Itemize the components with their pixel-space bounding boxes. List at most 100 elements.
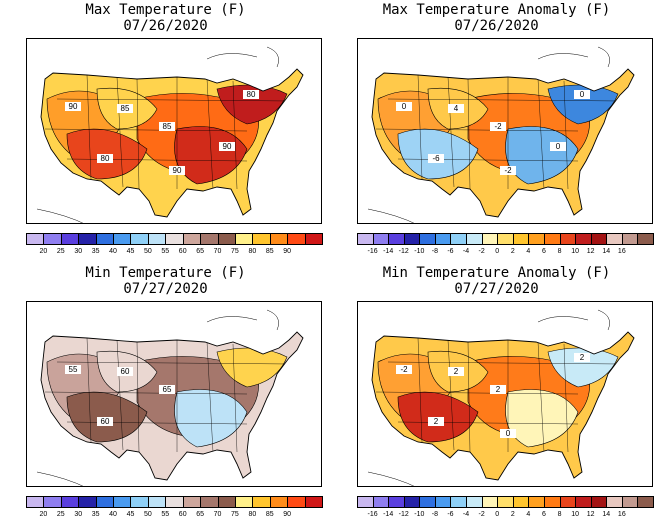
- color-swatch: [434, 233, 452, 245]
- contour-label: 85: [121, 104, 130, 113]
- state-border: [136, 78, 140, 190]
- color-swatch: [372, 233, 390, 245]
- contour-label-box: [574, 353, 590, 362]
- state-border: [375, 391, 579, 395]
- contour-label: 2: [434, 417, 439, 426]
- tick-label: -8: [431, 511, 439, 518]
- color-swatch: [512, 233, 530, 245]
- color-swatch: [165, 496, 184, 508]
- color-swatch: [403, 233, 421, 245]
- tick-label: 4: [526, 248, 531, 255]
- tick-label: 45: [126, 248, 135, 255]
- color-swatch: [43, 233, 62, 245]
- color-swatch: [113, 233, 132, 245]
- tick-label: 40: [109, 248, 117, 255]
- panel-title: Min Temperature Anomaly (F): [382, 265, 611, 281]
- contour-label-box: [396, 365, 412, 374]
- tick-label: 75: [231, 248, 239, 255]
- map-svg: 55 60 65 60: [36, 309, 304, 486]
- state-border: [387, 361, 621, 365]
- tick-label: 90: [283, 511, 292, 518]
- tick-label: 2: [510, 248, 515, 255]
- contour-label: 85: [163, 122, 172, 131]
- state-border: [467, 341, 471, 453]
- state-border: [116, 339, 124, 451]
- tick-label: 12: [586, 248, 595, 255]
- color-bar-ticks: -16 -14 -12 -10 -8 -6 -4 -2 0 2 4 6 8 10 12 14 16: [357, 248, 653, 260]
- neighbor-outline: [36, 309, 279, 486]
- state-border: [537, 341, 545, 453]
- contour-label: 90: [69, 102, 78, 111]
- state-border: [86, 337, 92, 443]
- tick-label: 30: [74, 511, 83, 518]
- color-swatch: [357, 233, 374, 245]
- color-swatch: [637, 496, 654, 508]
- contour-label-box: [243, 90, 259, 99]
- tick-label: -4: [462, 511, 470, 518]
- color-swatch: [95, 496, 115, 508]
- tick-label: 4: [526, 511, 531, 518]
- color-swatch: [419, 233, 436, 245]
- color-swatch: [252, 233, 271, 245]
- color-swatch: [26, 496, 45, 508]
- map-svg: 90 85 85 80 80 90 90: [36, 46, 304, 223]
- color-bar: [357, 233, 654, 245]
- color-swatch: [304, 233, 323, 245]
- panel-date: 07/26/2020: [123, 18, 208, 34]
- tick-label: 75: [231, 511, 239, 518]
- state-border: [86, 74, 92, 180]
- color-swatch: [606, 233, 623, 245]
- color-swatch: [512, 496, 530, 508]
- contour-label: 60: [121, 367, 130, 376]
- tick-label: 80: [248, 511, 257, 518]
- color-swatch: [113, 496, 132, 508]
- contour-label-box: [65, 102, 81, 111]
- color-bar: [26, 496, 323, 508]
- tick-label: 20: [39, 511, 48, 518]
- panel-date: 07/27/2020: [123, 281, 208, 297]
- tick-label: -6: [447, 511, 454, 518]
- color-swatch: [528, 233, 545, 245]
- contour-label-box: [117, 367, 133, 376]
- tick-label: 85: [265, 511, 274, 518]
- state-border: [447, 76, 455, 188]
- tick-label: 50: [143, 248, 152, 255]
- tick-label: 14: [602, 511, 611, 518]
- state-border: [232, 80, 238, 190]
- tick-label: 50: [143, 511, 152, 518]
- tick-label: -10: [414, 248, 425, 255]
- contour-label-box: [117, 104, 133, 113]
- contour-label: 90: [173, 166, 182, 175]
- color-swatch: [200, 496, 219, 508]
- color-swatch: [269, 496, 289, 508]
- color-swatch: [450, 496, 468, 508]
- tick-label: 55: [161, 248, 170, 255]
- neighbor-outline: [367, 309, 610, 486]
- panel-title: Min Temperature (F): [85, 265, 246, 281]
- tick-label: -2: [478, 248, 485, 255]
- contour-label-box: [219, 142, 235, 151]
- state-border: [232, 343, 238, 453]
- state-border: [387, 98, 621, 102]
- color-swatch: [559, 496, 577, 508]
- color-swatch: [287, 496, 306, 508]
- contour-label-box: [396, 102, 412, 111]
- country-outline: [40, 68, 304, 218]
- color-swatch: [543, 233, 561, 245]
- contour-region: [174, 126, 248, 185]
- contour-label-box: [97, 154, 113, 163]
- contour-label-box: [448, 367, 464, 376]
- color-swatch: [388, 233, 405, 245]
- tick-label: 65: [196, 511, 205, 518]
- state-border: [537, 78, 545, 190]
- color-swatch: [621, 233, 639, 245]
- state-border: [116, 76, 124, 188]
- tick-label: 8: [557, 511, 562, 518]
- color-swatch: [165, 233, 184, 245]
- panel-date: 07/27/2020: [454, 281, 539, 297]
- color-swatch: [528, 496, 545, 508]
- tick-label: 90: [283, 248, 292, 255]
- color-bar-ticks: 20 25 30 35 40 45 50 55 60 65 70 75 80 85 90: [26, 511, 322, 523]
- contour-label-box: [490, 122, 506, 131]
- contour-label: 0: [506, 429, 511, 438]
